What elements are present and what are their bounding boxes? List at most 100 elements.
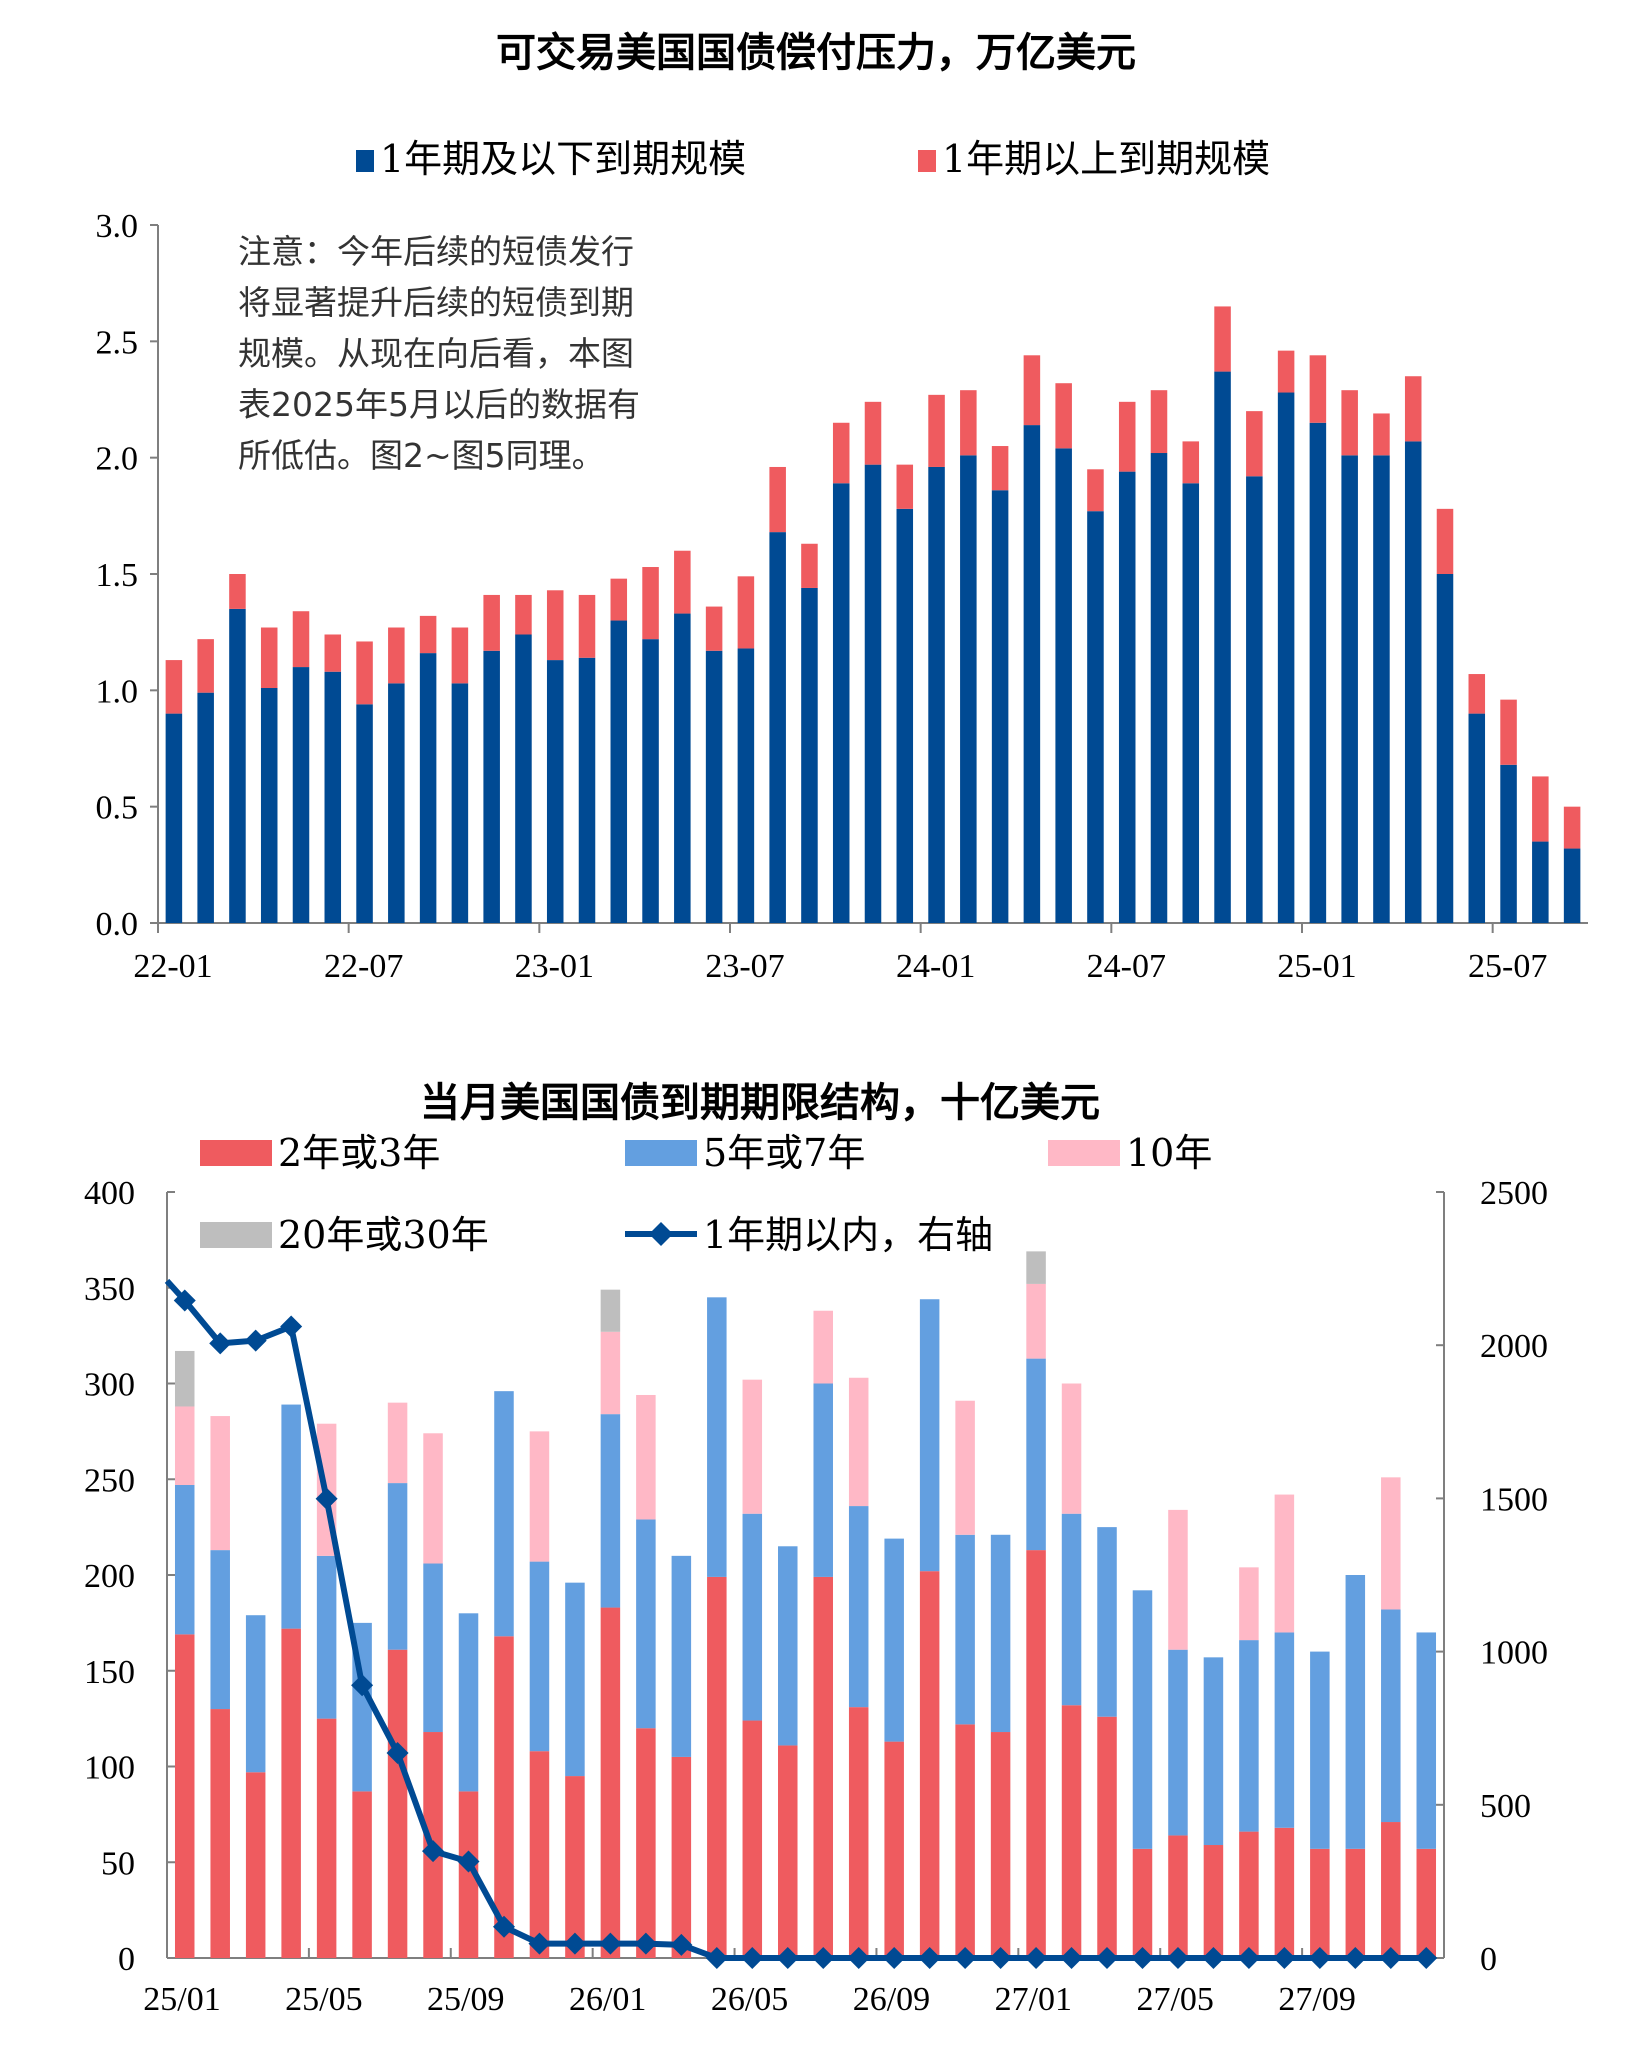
bar-2y3y — [387, 1649, 408, 1958]
bar-2y3y — [1026, 1550, 1046, 1958]
note-line: 将显著提升后续的短债到期 — [238, 283, 634, 322]
bar-10y — [423, 1433, 443, 1564]
x-tick-label: 24-07 — [1087, 948, 1166, 985]
bar-long — [1309, 355, 1327, 423]
bar-short — [229, 608, 246, 923]
bar-10y — [1168, 1509, 1188, 1650]
bar-short — [356, 704, 373, 923]
bar-short — [515, 634, 532, 923]
line-marker — [1379, 1947, 1402, 1969]
bar-long — [737, 576, 755, 649]
legend-label-long: 1年期以上到期规模 — [942, 137, 1270, 181]
y-tick-label: 100 — [84, 1750, 135, 1787]
bar-5y7y — [600, 1414, 621, 1608]
bar-2y3y — [352, 1791, 372, 1958]
bar-short — [674, 613, 691, 923]
x-tick-label: 26/05 — [711, 1981, 788, 2018]
bar-5y7y — [1132, 1590, 1153, 1849]
bar-5y7y — [1345, 1575, 1366, 1849]
bar-2y3y — [210, 1709, 230, 1958]
bar-long — [388, 627, 405, 684]
y-tick-label: 200 — [84, 1558, 135, 1595]
bar-long — [832, 422, 850, 484]
bar-long — [769, 466, 786, 533]
bar-short — [896, 508, 914, 923]
bar-10y — [813, 1310, 833, 1384]
bar-5y7y — [778, 1546, 798, 1746]
bar-short — [197, 692, 214, 923]
bar-short — [578, 657, 596, 923]
legend-label-1y: 1年期以内，右轴 — [703, 1213, 993, 1257]
x-tick-label: 26/01 — [569, 1981, 646, 2018]
bar-5y7y — [423, 1563, 443, 1733]
bar-long — [991, 446, 1009, 491]
y2-tick-label: 2000 — [1480, 1328, 1548, 1365]
bar-short — [1309, 422, 1327, 923]
bar-short — [1563, 848, 1581, 923]
bar-2y3y — [813, 1576, 833, 1958]
bar-short — [483, 650, 500, 923]
legend-swatch-5y7y — [625, 1140, 697, 1166]
bar-long — [515, 594, 532, 635]
bar-long — [1373, 413, 1390, 456]
bar-short — [1500, 764, 1517, 923]
bar-short — [1404, 441, 1422, 923]
bar-2y3y — [1097, 1716, 1117, 1958]
bar-5y7y — [955, 1534, 975, 1725]
bar-long — [324, 634, 342, 672]
bar-2y3y — [742, 1720, 763, 1958]
bar-long — [419, 615, 437, 654]
line-marker — [599, 1932, 622, 1955]
bar-10y — [1026, 1283, 1046, 1359]
bar-long — [260, 627, 278, 689]
line-marker — [670, 1933, 693, 1956]
line-marker — [280, 1315, 303, 1338]
line-marker — [422, 1840, 445, 1863]
bar-5y7y — [990, 1534, 1011, 1733]
bar-10y — [1381, 1477, 1401, 1610]
bar-long — [165, 660, 183, 714]
line-marker — [1060, 1947, 1083, 1969]
bar-short — [737, 648, 755, 923]
x-tick-label: 25/09 — [427, 1981, 504, 2018]
bar-20y30y — [1026, 1251, 1046, 1284]
bar-long — [197, 639, 214, 693]
bar-2y3y — [1310, 1848, 1330, 1958]
legend-swatch-20y30y — [200, 1222, 272, 1248]
bar-short — [960, 455, 977, 923]
bar-5y7y — [529, 1561, 550, 1752]
bar-long — [292, 611, 310, 668]
bar-short — [832, 483, 850, 923]
line-marker — [883, 1947, 906, 1969]
bar-short — [324, 671, 342, 923]
bar-short — [388, 683, 405, 923]
x-tick-label: 26/09 — [853, 1981, 930, 2018]
bar-long — [1182, 441, 1200, 484]
bar-long — [1277, 350, 1295, 393]
bar-2y3y — [565, 1776, 585, 1958]
bar-long — [1404, 376, 1422, 442]
line-marker — [1308, 1947, 1331, 1969]
bar-long — [1087, 469, 1104, 512]
bar-long — [1563, 806, 1581, 849]
bar-2y3y — [990, 1732, 1011, 1958]
bar-5y7y — [281, 1404, 301, 1629]
bar-2y3y — [1203, 1845, 1224, 1958]
bar-5y7y — [174, 1484, 195, 1635]
bar-short — [546, 660, 564, 923]
bar-long — [451, 627, 469, 684]
x-tick-label: 25/01 — [143, 1981, 220, 2018]
bar-short — [1468, 713, 1486, 923]
bar-long — [864, 401, 882, 465]
bar-5y7y — [742, 1513, 763, 1721]
bar-2y3y — [1132, 1848, 1153, 1958]
bar-long — [483, 594, 500, 651]
y-tick-label: 3.0 — [96, 208, 139, 245]
bar-20y30y — [174, 1350, 195, 1407]
legend-swatch-short — [356, 150, 374, 172]
line-marker — [741, 1947, 764, 1969]
bar-2y3y — [1168, 1835, 1188, 1958]
bar-short — [165, 713, 183, 923]
bar-5y7y — [1239, 1640, 1259, 1832]
y2-tick-label: 500 — [1480, 1788, 1531, 1825]
